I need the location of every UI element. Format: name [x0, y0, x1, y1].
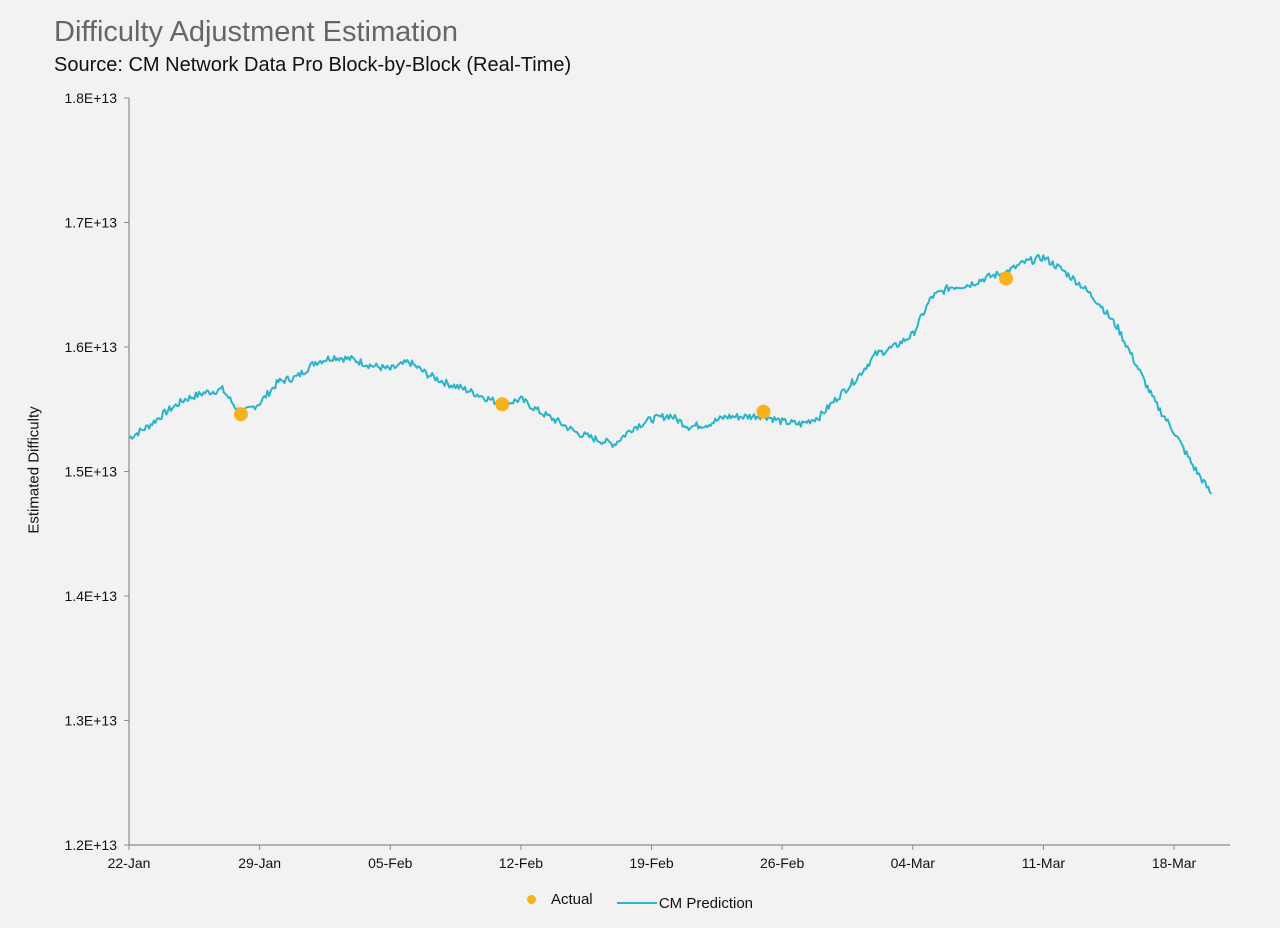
x-tick-label: 18-Mar: [1152, 855, 1197, 871]
legend-item-actual: Actual: [526, 891, 593, 908]
actual-point: [233, 407, 248, 422]
y-axis-ticks: 1.2E+13 1.3E+13 1.4E+13 1.5E+13 1.6E+13 1.7E+…: [64, 90, 129, 853]
legend-label-prediction: CM Prediction: [658, 894, 754, 912]
chart-title: Difficulty Adjustment Estimation: [54, 16, 459, 48]
y-tick-label: 1.3E+13: [64, 713, 117, 729]
chart-subtitle: Source: CM Network Data Pro Block-by-Blo…: [54, 54, 572, 76]
actual-point: [495, 397, 510, 412]
prediction-series: [128, 254, 1213, 495]
x-tick-label: 11-Mar: [1022, 855, 1066, 871]
y-tick-label: 1.4E+13: [64, 588, 117, 604]
actual-series: [233, 271, 1014, 422]
y-tick-label: 1.5E+13: [64, 464, 117, 480]
x-axis-ticks: 22-Jan 29-Jan 05-Feb 12-Feb 19-Feb 26-Feb 04-M…: [108, 845, 1197, 871]
y-tick-label: 1.7E+13: [64, 215, 117, 231]
prediction-line: [128, 254, 1213, 495]
actual-marker-icon: [526, 895, 536, 904]
legend-label-actual: Actual: [550, 891, 593, 908]
x-tick-label: 05-Feb: [368, 855, 413, 871]
x-tick-label: 12-Feb: [499, 855, 544, 871]
y-tick-label: 1.8E+13: [64, 90, 117, 106]
actual-point: [756, 404, 771, 419]
x-tick-label: 04-Mar: [891, 855, 936, 871]
actual-point: [999, 271, 1014, 286]
prediction-line-icon: [616, 902, 657, 904]
y-tick-label: 1.6E+13: [64, 339, 117, 355]
y-tick-label: 1.2E+13: [64, 837, 117, 853]
x-tick-label: 29-Jan: [238, 855, 281, 871]
legend: Actual CM Prediction: [0, 891, 1280, 912]
x-tick-label: 22-Jan: [108, 855, 151, 871]
legend-item-prediction: CM Prediction: [616, 894, 754, 912]
x-tick-label: 26-Feb: [760, 855, 805, 871]
x-tick-label: 19-Feb: [629, 855, 674, 871]
axes: [128, 98, 1230, 846]
